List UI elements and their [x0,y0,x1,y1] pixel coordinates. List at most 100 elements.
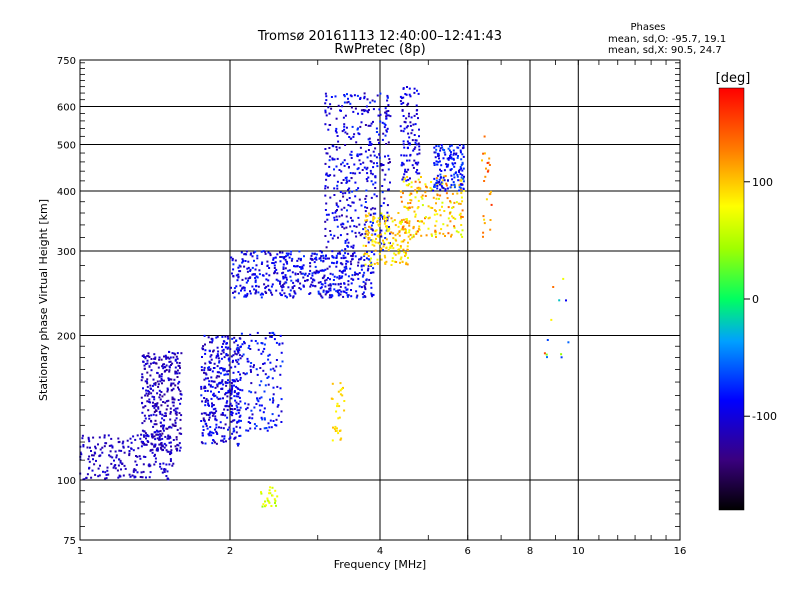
data-point [341,225,344,228]
data-point [384,134,387,137]
data-point [341,249,344,252]
data-point [246,357,249,360]
data-point [172,356,175,359]
data-point [158,396,161,399]
data-point [399,245,402,248]
data-point [230,355,233,358]
data-point [114,464,117,466]
data-point [405,184,408,187]
data-point [217,350,220,353]
data-point [256,276,259,279]
data-point [442,176,445,179]
data-point [272,386,275,389]
data-point [289,289,292,292]
data-point [262,350,265,353]
data-point [447,217,450,220]
data-point [204,349,207,352]
data-point [272,262,275,265]
data-point [325,278,328,281]
data-point [139,437,142,440]
data-point [276,495,279,498]
data-point [230,384,233,387]
data-point [170,382,173,385]
data-point [269,486,272,489]
data-point [404,170,406,173]
data-point [341,275,344,278]
data-point [439,194,442,197]
data-point [364,288,367,291]
data-point [239,284,242,287]
data-point [260,404,263,407]
data-point [157,433,160,436]
data-point [246,406,249,409]
data-point [356,168,359,171]
data-point [445,192,448,195]
data-point [365,178,368,180]
data-point [383,243,386,246]
data-point [120,449,123,452]
data-point [262,369,265,372]
data-point [400,256,403,259]
data-point [401,226,404,229]
data-point [348,197,351,199]
data-point [227,379,229,382]
data-point [360,204,363,207]
data-point [243,295,246,298]
data-point [142,434,145,437]
data-point [251,285,254,288]
data-point [156,402,159,405]
data-point [406,146,409,149]
data-point [162,401,165,403]
data-point [352,110,355,113]
data-point [366,251,368,254]
data-point [290,279,293,282]
data-point [324,187,327,190]
data-point [209,341,211,344]
data-point [219,397,222,400]
data-point [154,409,157,412]
data-point [260,250,263,253]
data-point [450,168,453,170]
data-point [141,355,144,357]
data-point [399,258,402,261]
data-point [174,353,177,356]
data-point [145,476,147,479]
data-point [376,165,379,168]
data-point [459,186,462,189]
data-point [453,226,456,229]
data-point [218,360,221,363]
data-point [350,245,353,248]
data-point [340,290,343,293]
data-point [267,279,270,282]
data-point [376,162,378,165]
data-point [418,135,420,138]
data-point [243,286,246,289]
data-point [272,367,275,370]
data-point [160,377,163,380]
data-point [331,261,333,264]
data-point [335,117,338,120]
data-point [431,234,433,237]
data-point [459,166,462,168]
data-point [450,157,453,160]
data-point [331,439,334,442]
data-point [174,372,177,375]
data-point [348,136,351,138]
data-point [406,221,409,224]
data-point [150,414,153,417]
data-point [240,419,242,422]
data-point [161,437,164,440]
data-point [163,393,166,396]
data-point [338,289,341,292]
data-point [232,268,235,271]
data-point [414,146,417,149]
data-point [328,257,330,260]
data-point [324,102,327,105]
data-point [93,463,96,466]
data-point [362,274,365,277]
data-point [388,226,390,228]
data-point [349,172,352,174]
data-point [241,278,244,281]
data-point [486,170,489,173]
